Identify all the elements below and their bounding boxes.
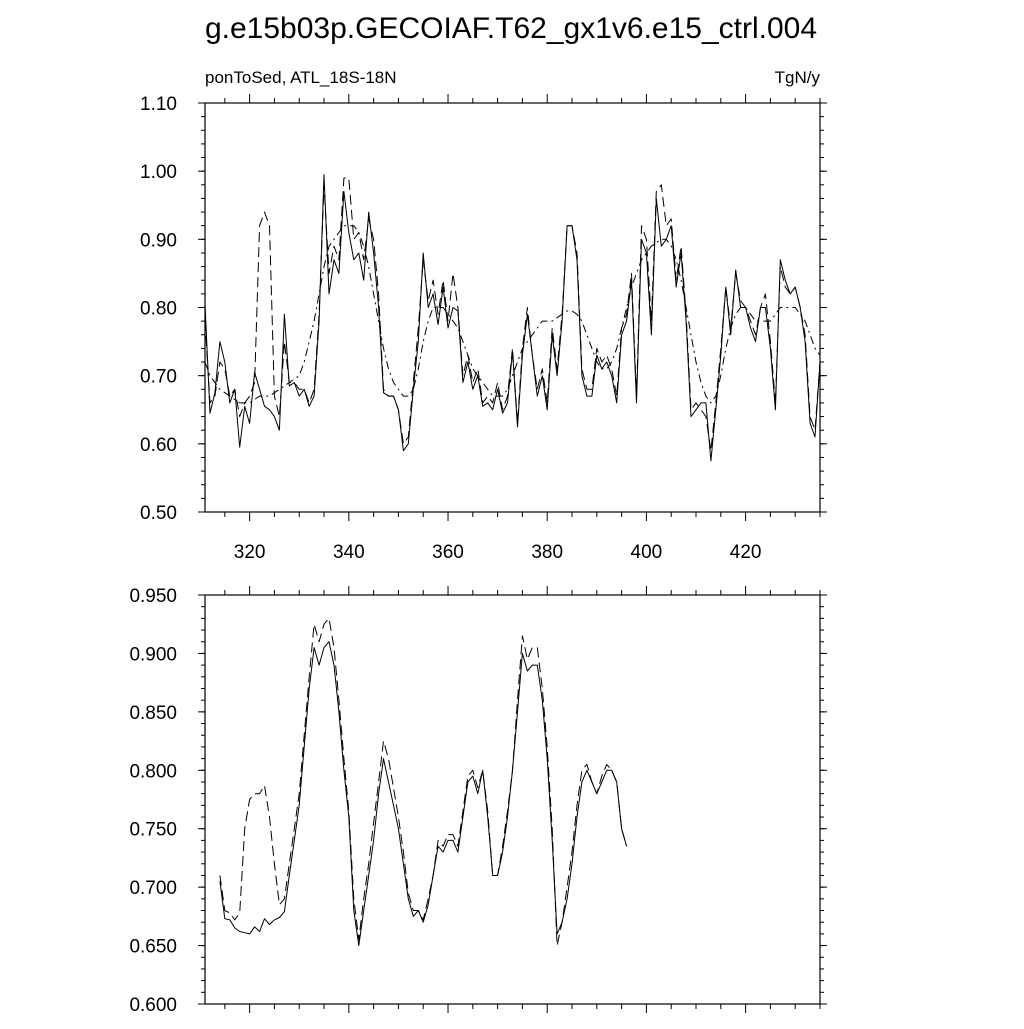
y-tick-label: 0.60 (140, 435, 177, 456)
series-line-dashdot (204, 225, 821, 404)
y-tick-label: 0.900 (129, 644, 177, 665)
x-tick-label: 340 (333, 542, 365, 563)
lower-panel: 0.600 0.650 0.700 0.750 0.800 0.850 0.900 0.950 (129, 586, 827, 1016)
y-tick-label: 0.650 (129, 937, 177, 958)
y-tick-label: 0.800 (129, 761, 177, 782)
subtitle-left: ponToSed, ATL_18S-18N (205, 68, 397, 87)
y-tick-label: 1.10 (140, 94, 177, 115)
y-tick-label: 0.90 (140, 230, 177, 251)
series-line-solid (219, 641, 628, 947)
series-line-dashed (219, 617, 628, 947)
y-tick-label: 0.80 (140, 299, 177, 320)
plot-frame (204, 594, 821, 1005)
x-tick-label: 360 (432, 542, 464, 563)
x-tick-label: 380 (531, 542, 563, 563)
y-tick-label: 0.700 (129, 878, 177, 899)
series-line-dashed (204, 177, 821, 452)
x-tick-label: 400 (631, 542, 663, 563)
x-tick-label: 420 (730, 542, 762, 563)
y-tick-label: 0.70 (140, 367, 177, 388)
x-tick-label: 320 (234, 542, 266, 563)
y-tick-label: 1.00 (140, 162, 177, 183)
y-tick-label: 0.600 (129, 995, 177, 1016)
y-tick-label: 0.950 (129, 586, 177, 607)
y-tick-label: 0.750 (129, 820, 177, 841)
y-tick-label: 0.50 (140, 503, 177, 524)
upper-panel: ponToSed, ATL_18S-18N TgN/y 0.50 0.60 0.70 0.… (140, 68, 827, 563)
chart-title: g.e15b03p.GECOIAF.T62_gx1v6.e15_ctrl.004 (205, 12, 817, 45)
y-tick-label: 0.850 (129, 703, 177, 724)
units-label: TgN/y (775, 68, 821, 87)
series-line-solid (204, 174, 821, 462)
